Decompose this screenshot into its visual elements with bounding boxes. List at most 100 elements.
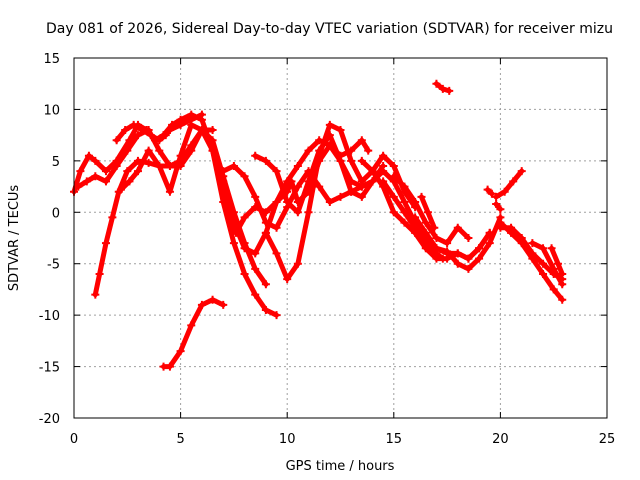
axis-ticks: 0 5 10 15 20 25 15 10 5 0 -5 -10 -15 -20	[39, 52, 616, 447]
data-point	[347, 187, 356, 196]
data-point	[453, 249, 462, 258]
data-point	[432, 234, 441, 242]
data-point	[500, 187, 509, 196]
data-point	[261, 208, 270, 217]
data-point	[165, 362, 174, 371]
data-point	[240, 244, 249, 253]
data-point	[389, 172, 398, 181]
y-tick-label: 0	[52, 206, 60, 221]
data-point	[492, 192, 501, 201]
data-point	[357, 136, 366, 145]
data-point	[138, 126, 147, 134]
y-axis-label: SDTVAR / TECUs	[7, 185, 22, 292]
data-point	[155, 146, 164, 155]
data-point	[509, 177, 518, 186]
data-point	[315, 182, 324, 191]
data-point	[325, 198, 334, 206]
data-point	[553, 259, 562, 268]
data-point	[101, 177, 110, 186]
data-point	[287, 177, 296, 186]
data-point	[539, 270, 548, 278]
data-point	[125, 177, 134, 186]
data-point	[161, 131, 170, 140]
y-tick-label: -5	[47, 258, 60, 273]
data-point	[485, 228, 494, 237]
series-line	[493, 168, 525, 200]
data-point	[389, 192, 398, 201]
data-point	[400, 218, 409, 227]
grid	[74, 58, 607, 418]
series-sat-f	[159, 295, 228, 371]
data-point	[443, 249, 452, 258]
y-tick-label: -20	[39, 412, 60, 427]
data-point	[176, 151, 185, 160]
data-point	[304, 146, 313, 155]
data-point	[91, 156, 100, 165]
data-point	[133, 131, 142, 140]
data-point	[155, 136, 164, 145]
data-point	[144, 158, 153, 167]
data-point	[283, 275, 292, 284]
data-point	[176, 120, 185, 129]
data-point	[251, 290, 260, 299]
series-line	[391, 173, 471, 246]
x-tick-label: 10	[279, 432, 296, 447]
data-point	[293, 259, 302, 268]
data-point	[558, 270, 567, 278]
data-point	[464, 234, 473, 242]
data-point	[219, 177, 228, 186]
data-point	[528, 249, 537, 258]
data-point	[187, 321, 196, 330]
data-point	[336, 192, 345, 201]
data-point	[487, 189, 496, 198]
data-point	[400, 182, 409, 191]
data-point	[357, 156, 366, 165]
data-point	[84, 151, 93, 160]
data-point	[507, 223, 516, 232]
data-point	[95, 270, 104, 278]
data-point	[146, 131, 155, 140]
data-point	[101, 167, 110, 176]
data-point	[112, 136, 121, 145]
series-sat-g	[219, 162, 377, 232]
data-point	[357, 192, 366, 201]
data-point	[336, 156, 345, 165]
data-point	[197, 126, 206, 134]
series-line	[529, 240, 565, 287]
data-point	[438, 84, 447, 93]
y-tick-label: 15	[43, 52, 60, 67]
data-point	[421, 218, 430, 227]
x-tick-label: 5	[176, 432, 184, 447]
data-point	[219, 300, 228, 309]
data-point	[549, 285, 558, 294]
data-point	[558, 295, 567, 304]
data-point	[251, 151, 260, 160]
data-point	[272, 198, 281, 206]
data-point	[82, 177, 91, 186]
data-point	[123, 146, 132, 155]
data-point	[304, 177, 313, 186]
data-point	[389, 208, 398, 217]
data-point	[76, 167, 85, 176]
plot-frame	[73, 57, 608, 419]
data-point	[176, 347, 185, 356]
data-point	[187, 115, 196, 124]
data-point	[293, 162, 302, 170]
data-point	[421, 244, 430, 253]
data-point	[91, 172, 100, 181]
data-point	[517, 167, 526, 176]
data-point	[389, 162, 398, 170]
y-tick-label: 5	[52, 155, 60, 170]
data-point	[558, 280, 567, 289]
data-point	[483, 185, 492, 194]
data-point	[116, 185, 125, 194]
x-tick-label: 15	[386, 432, 403, 447]
data-point	[464, 264, 473, 273]
data-point	[272, 311, 281, 320]
data-point	[261, 280, 270, 289]
data-point	[197, 300, 206, 309]
data-point	[315, 151, 324, 160]
data-point	[411, 213, 420, 222]
data-point	[547, 244, 556, 253]
data-point	[187, 141, 196, 150]
